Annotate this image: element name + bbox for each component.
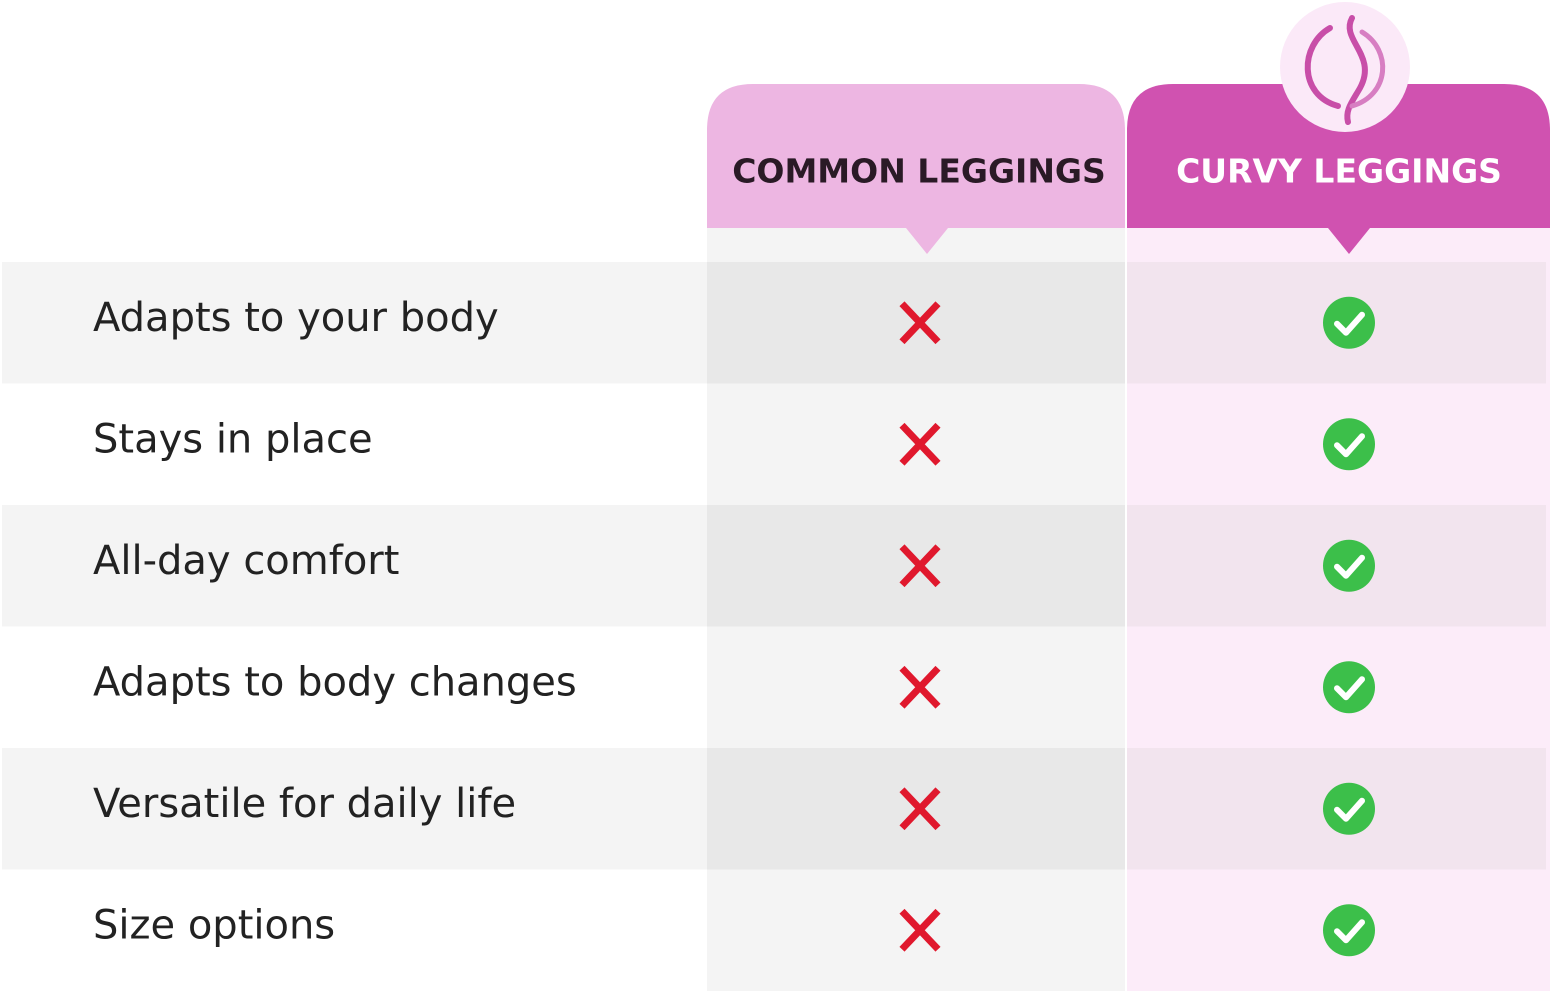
logo xyxy=(1280,2,1410,132)
curvy-header xyxy=(1127,84,1550,228)
check-icon xyxy=(1323,418,1375,471)
cross-stroke xyxy=(899,544,941,588)
row-label: Stays in place xyxy=(93,416,373,462)
check-circle xyxy=(1323,418,1375,471)
common-header xyxy=(707,84,1125,228)
check-circle xyxy=(1323,296,1375,349)
check-circle xyxy=(1323,904,1375,957)
cross-stroke xyxy=(899,787,941,831)
row-label: Versatile for daily life xyxy=(93,781,516,827)
cross-stroke xyxy=(899,665,941,709)
cross-icon xyxy=(899,422,941,466)
check-icon xyxy=(1323,904,1375,957)
check-mark xyxy=(1334,919,1365,944)
row-label: Adapts to body changes xyxy=(93,659,577,705)
row-band xyxy=(2,505,707,627)
notch xyxy=(906,228,948,254)
cross-icon xyxy=(899,665,941,709)
check-icon xyxy=(1323,782,1375,835)
check-mark xyxy=(1334,676,1365,701)
row-label: Size options xyxy=(93,902,335,948)
row-label: All-day comfort xyxy=(93,538,399,584)
check-icon xyxy=(1323,539,1375,592)
cross-stroke xyxy=(899,908,941,952)
cross-stroke xyxy=(899,301,941,345)
column-title: CURVY LEGGINGS xyxy=(1176,152,1502,191)
check-icon xyxy=(1323,661,1375,714)
row-band xyxy=(2,748,707,870)
check-circle xyxy=(1323,782,1375,835)
row-label: Adapts to your body xyxy=(93,295,499,341)
check-mark xyxy=(1334,797,1365,822)
cross-stroke xyxy=(899,422,941,466)
check-icon xyxy=(1323,296,1375,349)
check-circle xyxy=(1323,661,1375,714)
cross-icon xyxy=(899,301,941,345)
row-band xyxy=(2,262,707,384)
check-mark xyxy=(1334,433,1365,458)
notch xyxy=(1328,228,1370,254)
cross-icon xyxy=(899,908,941,952)
check-mark xyxy=(1334,311,1365,336)
cross-icon xyxy=(899,787,941,831)
check-circle xyxy=(1323,539,1375,592)
cross-icon xyxy=(899,544,941,588)
column-title: COMMON LEGGINGS xyxy=(732,152,1106,191)
check-mark xyxy=(1334,554,1365,579)
